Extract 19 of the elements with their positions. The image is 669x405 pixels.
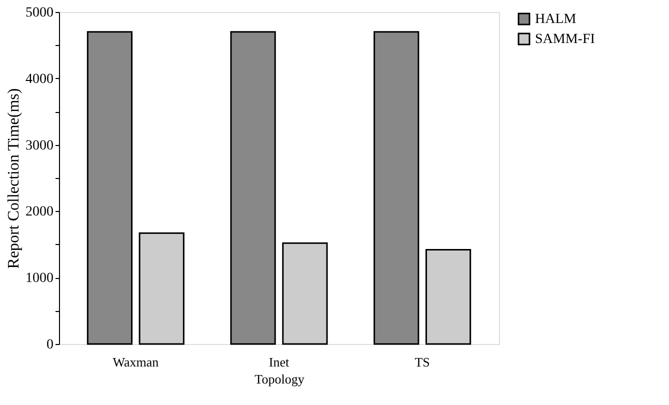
bar xyxy=(425,248,472,345)
x-tick-label: Waxman xyxy=(112,354,160,370)
x-tick-label: TS xyxy=(414,354,430,370)
x-tick-label: Inet xyxy=(268,354,290,370)
y-tick-label: 2000 xyxy=(26,204,54,220)
y-tick-label: 0 xyxy=(46,338,54,352)
legend-label: HALM xyxy=(535,12,577,27)
bar xyxy=(374,31,420,345)
y-tick-label: 1000 xyxy=(26,271,54,286)
y-tick-label: 5000 xyxy=(26,6,54,20)
bar xyxy=(138,232,184,345)
x-axis-title: Topology xyxy=(254,372,305,386)
bar xyxy=(230,31,276,345)
legend-label: SAMM-FI xyxy=(535,32,596,47)
bar xyxy=(86,31,133,345)
bar xyxy=(282,242,328,345)
y-axis-title: Report Collection Time(ms) xyxy=(6,88,22,269)
y-tick-label: 4000 xyxy=(26,72,54,87)
y-tick-label: 3000 xyxy=(26,138,54,154)
